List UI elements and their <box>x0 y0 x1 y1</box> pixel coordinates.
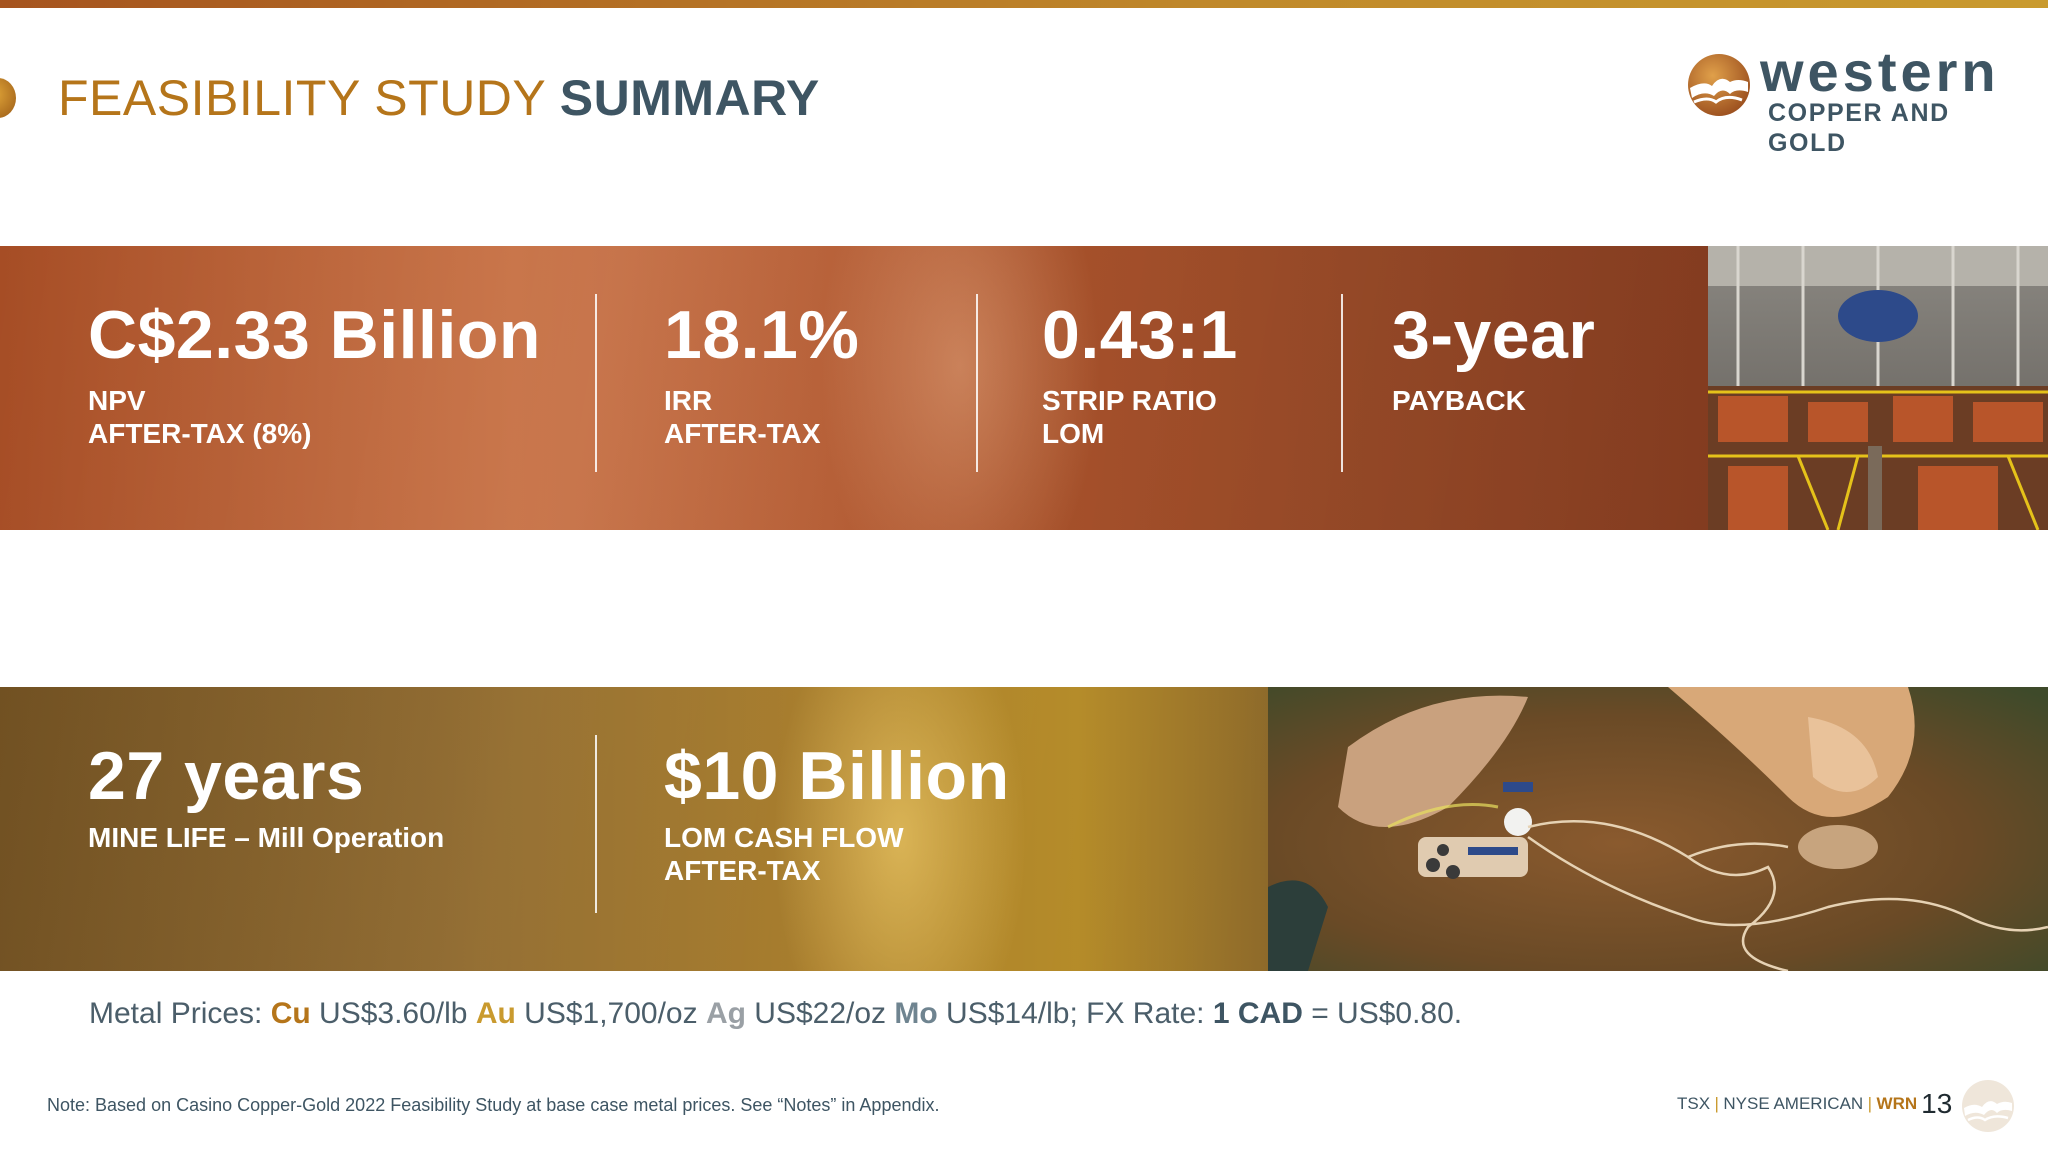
mine-life-stat: 27 years MINE LIFE – Mill Operation <box>88 739 444 854</box>
payback-value: 3-year <box>1392 297 1596 373</box>
metal-prices-prefix: Metal Prices: <box>89 997 271 1030</box>
cad-label: 1 CAD <box>1212 997 1303 1030</box>
strip-ratio-value: 0.43:1 <box>1042 297 1238 373</box>
logo-wordmark: western <box>1760 40 2000 103</box>
irr-value: 18.1% <box>664 297 860 373</box>
separator: | <box>1867 1094 1873 1113</box>
footnote: Note: Based on Casino Copper-Gold 2022 F… <box>47 1095 940 1115</box>
silver-symbol: Ag <box>705 997 746 1030</box>
irr-stat: 18.1% IRR AFTER-TAX <box>664 298 859 450</box>
payback-label-line-1: PAYBACK <box>1392 385 1526 416</box>
irr-label: IRR AFTER-TAX <box>664 384 859 450</box>
silver-price: US$22/oz <box>745 997 895 1030</box>
mill-interior-illustration <box>1708 246 2048 530</box>
financial-metrics-band: C$2.33 Billion NPV AFTER-TAX (8%) 18.1% … <box>0 246 1708 530</box>
cash-flow-stat: $10 Billion LOM CASH FLOW AFTER-TAX <box>664 739 1010 887</box>
top-accent-bar <box>0 0 2048 8</box>
mountain-logo-icon <box>1688 54 1750 116</box>
fx-rate: = US$0.80. <box>1302 997 1463 1030</box>
payback-label: PAYBACK <box>1392 384 1595 417</box>
exchange-nyse: NYSE AMERICAN <box>1723 1094 1864 1113</box>
mill-interior-photo <box>1708 246 2048 530</box>
npv-stat: C$2.33 Billion NPV AFTER-TAX (8%) <box>88 298 541 450</box>
cash-flow-label: LOM CASH FLOW AFTER-TAX <box>664 821 1010 887</box>
slide-title: FEASIBILITY STUDY SUMMARY <box>58 68 820 128</box>
footer-logo-icon <box>1962 1080 2014 1132</box>
metal-prices-line: Metal Prices: Cu US$3.60/lb Au US$1,700/… <box>89 994 1462 1034</box>
edge-logo-mark <box>0 78 16 118</box>
strip-ratio-label-line-1: STRIP RATIO <box>1042 385 1217 416</box>
payback-stat: 3-year PAYBACK <box>1392 298 1595 417</box>
title-part-2: SUMMARY <box>559 70 820 126</box>
separator: | <box>1714 1094 1719 1113</box>
npv-label: NPV AFTER-TAX (8%) <box>88 384 541 450</box>
npv-value: C$2.33 Billion <box>88 297 541 373</box>
aerial-site-illustration <box>1268 687 2048 971</box>
divider <box>976 294 978 472</box>
cash-flow-value: $10 Billion <box>664 738 1010 814</box>
logo-tagline: COPPER AND GOLD <box>1768 99 1950 157</box>
divider <box>595 294 597 472</box>
title-part-1: FEASIBILITY STUDY <box>58 70 546 126</box>
copper-symbol: Cu <box>270 997 311 1030</box>
npv-label-line-2: AFTER-TAX (8%) <box>88 418 312 449</box>
strip-ratio-stat: 0.43:1 STRIP RATIO LOM <box>1042 298 1238 450</box>
mine-life-label: MINE LIFE – Mill Operation <box>88 821 444 854</box>
cash-flow-label-line-2: AFTER-TAX <box>664 855 821 886</box>
molybdenum-price: US$14/lb; FX Rate: <box>937 997 1213 1030</box>
operations-metrics-band: 27 years MINE LIFE – Mill Operation $10 … <box>0 687 1268 971</box>
copper-price: US$3.60/lb <box>310 997 476 1030</box>
page-number: 13 <box>1921 1088 1953 1119</box>
divider <box>595 735 597 913</box>
irr-label-line-1: IRR <box>664 385 713 416</box>
irr-label-line-2: AFTER-TAX <box>664 418 821 449</box>
company-logo: western COPPER AND GOLD <box>1686 40 2006 157</box>
divider <box>1341 294 1343 472</box>
mine-life-label-line-1: MINE LIFE – Mill Operation <box>88 822 445 853</box>
ticker-symbol: WRN <box>1876 1094 1918 1113</box>
footer-tickers: TSX | NYSE AMERICAN | WRN 13 <box>1677 1086 1952 1122</box>
strip-ratio-label: STRIP RATIO LOM <box>1042 384 1238 450</box>
aerial-site-render <box>1268 687 2048 971</box>
npv-label-line-1: NPV <box>88 385 146 416</box>
strip-ratio-label-line-2: LOM <box>1042 418 1105 449</box>
gold-symbol: Au <box>475 997 516 1030</box>
cash-flow-label-line-1: LOM CASH FLOW <box>664 822 904 853</box>
exchange-tsx: TSX <box>1677 1094 1711 1113</box>
gold-price: US$1,700/oz <box>515 997 706 1030</box>
mine-life-value: 27 years <box>88 738 365 814</box>
molybdenum-symbol: Mo <box>894 997 938 1030</box>
